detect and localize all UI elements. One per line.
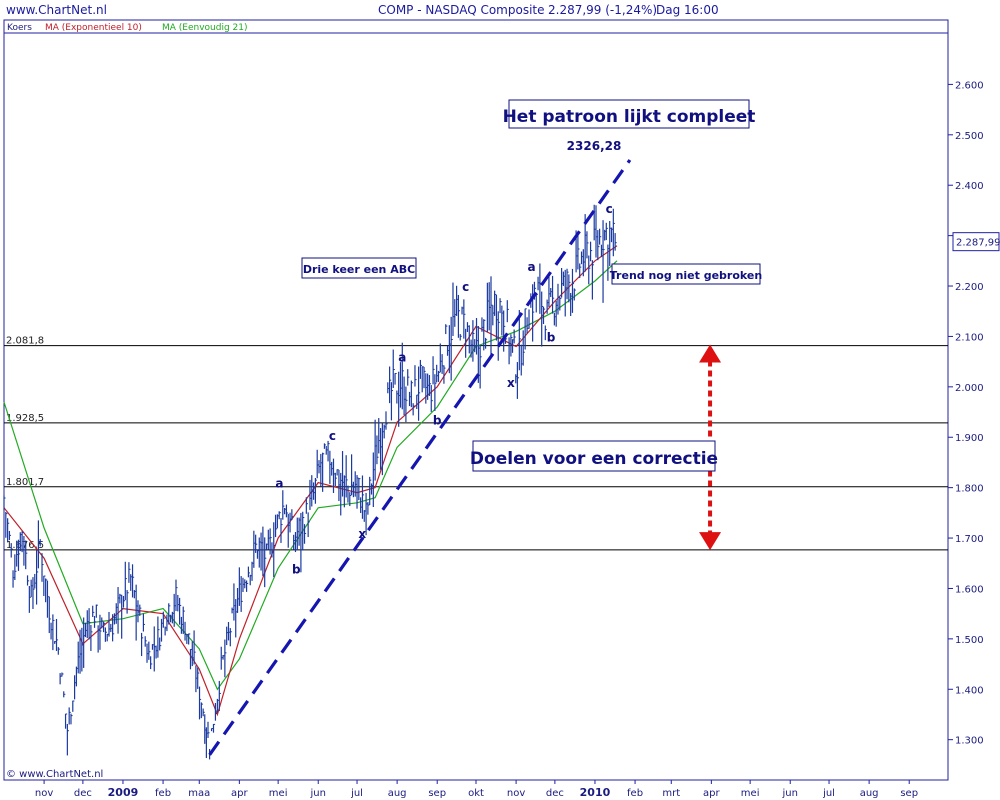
x-tick-label: jun [782,788,798,799]
x-tick-label: feb [155,788,171,799]
x-tick-label: feb [627,788,643,799]
x-tick-label: sep [428,788,446,799]
legend-sma: MA (Eenvoudig 21) [162,23,248,33]
y-tick-label: 2.600 [955,80,984,91]
annotation-pattern-box [508,99,750,129]
x-tick-label: mei [741,788,760,799]
wave-label: x [358,527,366,541]
copyright: © www.ChartNet.nl [6,769,103,780]
correction-arrow [699,344,722,551]
annotation-abc-text: Drie keer een ABC [303,263,415,276]
y-tick-label: 2.500 [955,131,984,142]
horizontal-levels: 2.081,8 1.928,5 1.801,7 1.676,5 [4,336,948,551]
legend: Koers MA (Exponentieel 10) MA (Eenvoudig… [7,23,248,33]
price-bars [3,204,617,760]
annotation-trend-text: Trend nog niet gebroken [610,269,762,282]
y-tick-label: 2.100 [955,332,984,343]
annotation-targets-text: Doelen voor een correctie [470,449,718,469]
wave-label: c [606,202,613,216]
y-tick-label: 1.800 [955,484,984,495]
y-tick-label: 1.700 [955,534,984,545]
y-tick-label: 2.400 [955,181,984,192]
x-tick-label: aug [388,788,407,799]
wave-label: a [528,260,536,274]
sma-layer [3,260,618,691]
last-value-label: 2.287,99 [956,238,1000,249]
y-tick-label: 1.600 [955,584,984,595]
level-label: 2.081,8 [6,336,44,347]
x-tick-label: nov [35,788,53,799]
y-tick-label: 1.500 [955,635,984,646]
annotation-abc-box [301,257,417,279]
y-tick-label: 1.300 [955,736,984,747]
x-tick-label: nov [507,788,525,799]
wave-label: b [433,414,442,428]
annotation-trend-box [611,263,761,285]
level-label: 1.676,5 [6,540,44,551]
wave-label: x [507,376,515,390]
symbol-title: COMP - NASDAQ Composite [378,3,545,17]
annotation-pattern: Het patroon lijkt compleet [503,99,756,129]
level-label: 1.928,5 [6,413,44,424]
x-tick-label: dec [74,788,92,799]
x-tick-label: dec [546,788,564,799]
wave-label: b [547,330,556,344]
chart-header: www.ChartNet.nl COMP - NASDAQ Composite … [6,3,719,17]
legend-price: Koers [7,23,32,33]
legend-ema: MA (Exponentieel 10) [45,23,142,33]
correction-arrow-head-up [699,344,722,363]
x-tick-label: mrt [662,788,680,799]
period-label: Dag 16:00 [656,3,719,17]
plot-frame [3,19,949,781]
x-tick-label: maa [188,788,210,799]
quote-value: 2.287,99 (-1,24%) [548,3,657,17]
level-label: 1.801,7 [6,477,44,488]
x-tick-label: mei [269,788,288,799]
annotation-trend: Trend nog niet gebroken [610,263,762,285]
x-tick-label: jul [350,788,363,799]
x-tick-label: 2010 [580,786,611,799]
wave-labels: a b c x a b c x a b c [275,202,612,576]
wave-label: b [292,562,301,576]
x-tick-label: sep [900,788,918,799]
x-tick-label: aug [860,788,879,799]
y-tick-label: 1.400 [955,685,984,696]
x-tick-label: jul [822,788,835,799]
y-axis: 1.300 1.400 1.500 1.600 1.700 1.800 1.900 2.000… [948,80,1000,747]
wave-label: a [275,477,283,491]
correction-arrow-head-down [699,532,722,551]
annotation-targets: Doelen voor een correctie [470,440,718,472]
site-name[interactable]: www.ChartNet.nl [6,3,107,17]
annotation-targets-box [472,440,716,472]
x-tick-label: apr [231,788,248,799]
last-value-box [952,232,1000,252]
y-tick-label: 1.900 [955,433,984,444]
wave-label: a [398,351,406,365]
x-tick-label: jun [310,788,326,799]
x-tick-label: okt [468,788,484,799]
trendline [208,159,632,756]
x-tick-label: apr [703,788,720,799]
x-axis: nov dec 2009 feb maa apr mei jun jul aug sep okt nov… [35,780,918,799]
wave-label: c [462,280,469,294]
x-tick-label: 2009 [108,786,139,799]
sma-line [3,260,618,691]
annotation-peak-value: 2326,28 [567,139,622,153]
y-tick-label: 2.000 [955,383,984,394]
annotation-abc: Drie keer een ABC [301,257,417,279]
y-tick-label: 2.200 [955,282,984,293]
trendline-layer [208,159,632,756]
wave-label: c [329,429,336,443]
annotation-pattern-text: Het patroon lijkt compleet [503,107,756,127]
